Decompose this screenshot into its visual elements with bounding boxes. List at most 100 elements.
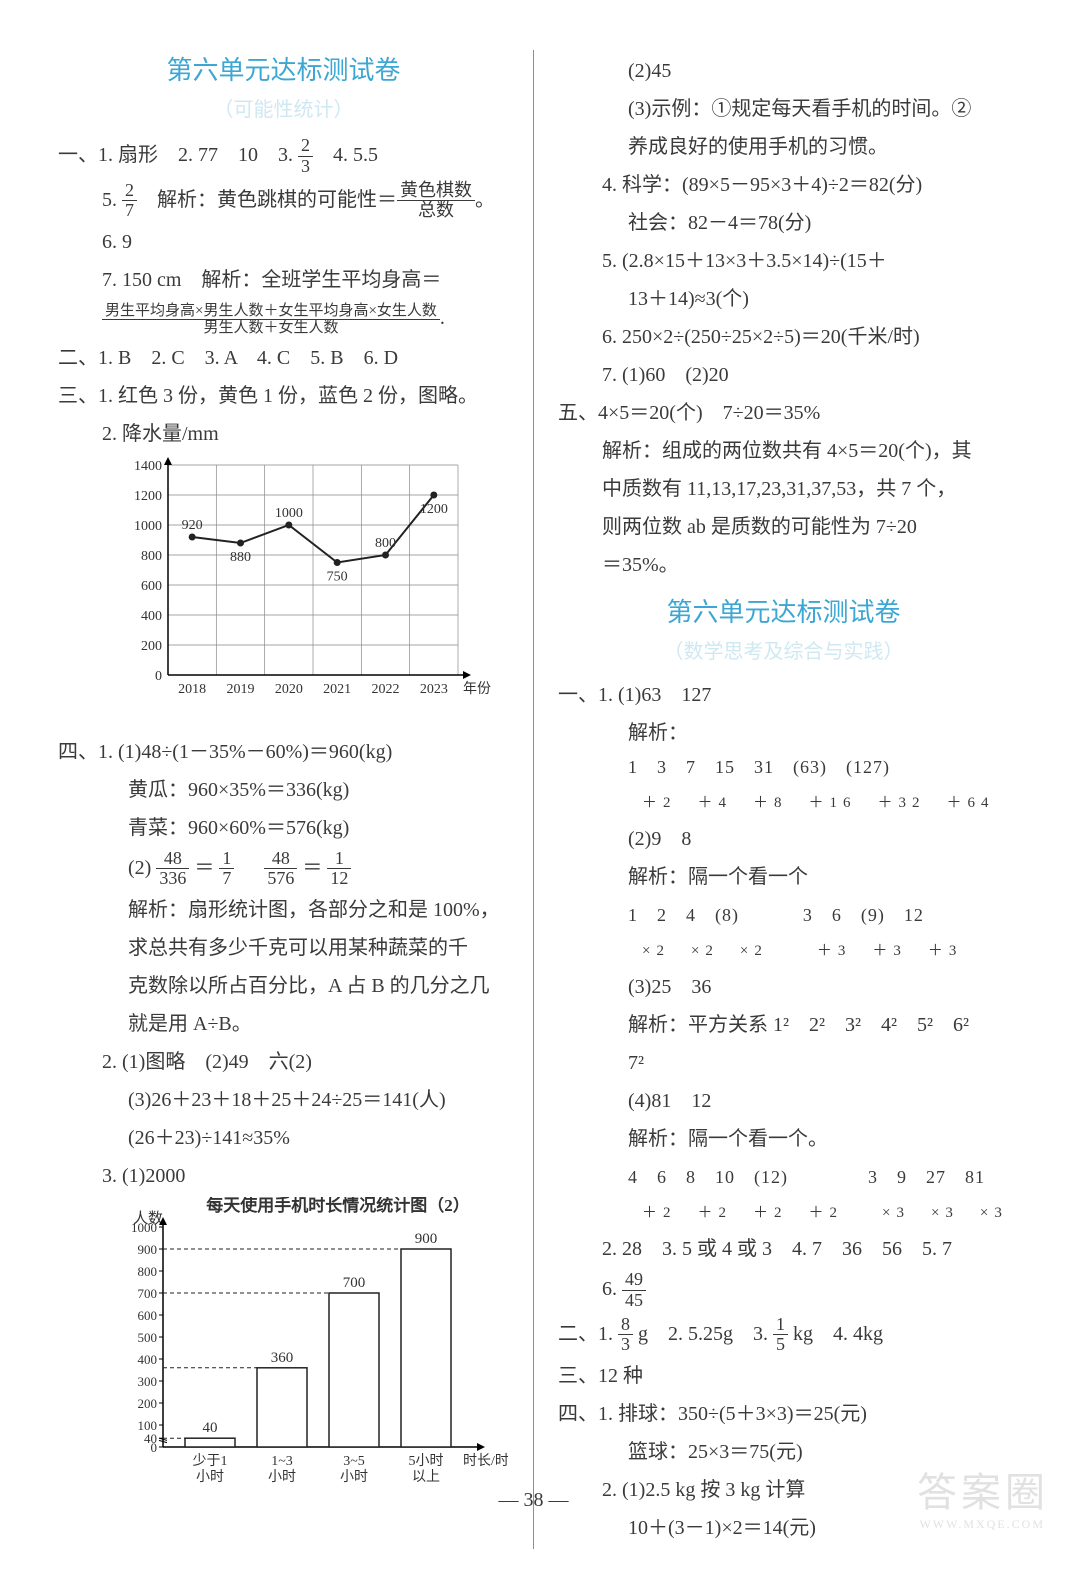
t2: 二、1. 83 g 2. 5.25g 3. 15 kg 4. 4kg (558, 1315, 1009, 1356)
fraction: 48576 (264, 849, 297, 890)
chain-bot: ＋3 ＋3 ＋3 (803, 943, 963, 959)
fraction: 4945 (622, 1270, 646, 1311)
watermark: 答案圈 (917, 1460, 1049, 1518)
r6: 6. 250×2÷(250÷25×2÷5)＝20(千米/时) (558, 320, 1009, 354)
s4h: 就是用 A÷B。 (58, 1007, 509, 1041)
t1b: (2)9 8 (558, 822, 1009, 856)
s4e: 解析：扇形统计图，各部分之和是 100%， (58, 893, 509, 927)
svg-text:2023: 2023 (420, 682, 448, 697)
t1jx2: 解析：隔一个看一个 (558, 860, 1009, 894)
svg-text:600: 600 (141, 579, 162, 594)
svg-text:时长/时: 时长/时 (463, 1453, 508, 1469)
svg-text:2020: 2020 (275, 682, 303, 697)
chain-top: 1 2 4 (8) (628, 905, 739, 925)
t1jx4: 解析：隔一个看一个。 (558, 1122, 1009, 1156)
unit-title: 第六单元达标测试卷 (58, 50, 509, 87)
fraction: 男生平均身高×男生人数＋女生平均身高×女生人数男生人数＋女生人数 (102, 303, 440, 337)
svg-text:以上: 以上 (412, 1469, 440, 1485)
text (239, 856, 259, 878)
text: g 2. 5.25g 3. (638, 1322, 773, 1344)
svg-text:360: 360 (271, 1350, 294, 1366)
q1-line: 一、1. 扇形 2. 77 10 3. 23 4. 5.5 (58, 136, 509, 177)
text: 二、1. (558, 1322, 618, 1344)
watermark-url: WWW.MXQE.COM (919, 1517, 1045, 1532)
line-chart: 0200400600800100012001400201820192020202… (58, 455, 509, 731)
svg-text:少于1: 少于1 (193, 1453, 228, 1469)
s4a: 四、1. (1)48÷(1－35%－60%)＝960(kg) (58, 735, 509, 769)
svg-text:700: 700 (138, 1286, 158, 1301)
text: . (440, 307, 445, 329)
page-number: — 38 — (0, 1489, 1067, 1512)
svg-text:900: 900 (138, 1242, 158, 1257)
svg-text:2021: 2021 (323, 682, 351, 697)
chain4: 4 6 8 10 (12) ＋2 ＋2 ＋2 ＋2 3 9 27 81 ×3 ×… (558, 1160, 1009, 1228)
t1e: 2. 28 3. 5 或 4 或 3 4. 7 36 56 5. 7 (558, 1232, 1009, 1266)
t3: 三、12 种 (558, 1359, 1009, 1393)
chain-top: 3 6 (9) 12 (803, 905, 924, 925)
svg-text:920: 920 (182, 518, 203, 533)
chain-top: 3 9 27 81 (868, 1167, 985, 1187)
s4f: 求总共有多少千克可以用某种蔬菜的千 (58, 931, 509, 965)
section3a: 三、1. 红色 3 份，黄色 1 份，蓝色 2 份，图略。 (58, 379, 509, 413)
svg-text:1400: 1400 (134, 459, 162, 474)
unit-title-2: 第六单元达标测试卷 (558, 592, 1009, 629)
chain-bot: ＋2 ＋4 ＋8 ＋16 ＋32 ＋64 (628, 795, 995, 811)
svg-text:400: 400 (141, 609, 162, 624)
r2b: 养成良好的使用手机的习惯。 (558, 130, 1009, 164)
t1f: 6. 4945 (558, 1270, 1009, 1311)
svg-text:小时: 小时 (268, 1469, 296, 1485)
text: kg 4. 4kg (793, 1322, 883, 1344)
s5a: 五、4×5＝20(个) 7÷20＝35% (558, 396, 1009, 430)
chain-bot: ＋2 ＋2 ＋2 ＋2 (628, 1205, 843, 1221)
svg-text:1200: 1200 (134, 489, 162, 504)
bar-chart: 每天使用手机时长情况统计图（2）人数0401002003004005006007… (58, 1197, 509, 1513)
s4b: 黄瓜：960×35%＝336(kg) (58, 773, 509, 807)
s4c: 青菜：960×60%＝576(kg) (58, 811, 509, 845)
unit-subtitle: （可能性统计） (58, 93, 509, 122)
section2: 二、1. B 2. C 3. A 4. C 5. B 6. D (58, 341, 509, 375)
chain-top: 4 6 8 10 (12) (628, 1167, 788, 1187)
text: 解析：黄色跳棋的可能性＝ (137, 188, 397, 210)
chain-bot: ×2 ×2 ×2 (628, 943, 768, 959)
s5b: 解析：组成的两位数共有 4×5＝20(个)，其 (558, 434, 1009, 468)
text: ＝ (194, 856, 214, 878)
t1c: (3)25 36 (558, 970, 1009, 1004)
fraction: 17 (219, 849, 234, 890)
t1jx3b: 7² (558, 1046, 1009, 1080)
right-column: (2)45 (3)示例：①规定每天看手机的时间。② 养成良好的使用手机的习惯。 … (540, 50, 1027, 1549)
svg-text:600: 600 (138, 1308, 158, 1323)
section3b: 2. 降水量/mm (58, 417, 509, 451)
t1d: (4)81 12 (558, 1084, 1009, 1118)
svg-text:1000: 1000 (134, 519, 162, 534)
chain-top: 1 3 7 15 31 (63) (127) (628, 757, 890, 777)
svg-text:1200: 1200 (420, 502, 448, 517)
text: 6. (602, 1278, 622, 1300)
svg-text:2018: 2018 (178, 682, 206, 697)
svg-text:0: 0 (155, 669, 162, 684)
r5a: 5. (2.8×15＋13×3＋3.5×14)÷(15＋ (558, 244, 1009, 278)
r2a: (3)示例：①规定每天看手机的时间。② (558, 92, 1009, 126)
s4i2c: (26＋23)÷141≈35% (58, 1121, 509, 1155)
svg-text:750: 750 (327, 569, 348, 584)
r4b: 社会：82－4＝78(分) (558, 206, 1009, 240)
svg-text:小时: 小时 (196, 1469, 224, 1485)
svg-text:880: 880 (230, 550, 251, 565)
fraction: 27 (122, 181, 137, 222)
s5d: 则两位数 ab 是质数的可能性为 7÷20 (558, 510, 1009, 544)
svg-text:400: 400 (138, 1352, 158, 1367)
q5-line: 5. 27 解析：黄色跳棋的可能性＝黄色棋数总数。 (58, 181, 509, 222)
r4a: 4. 科学：(89×5－95×3＋4)÷2＝82(分) (558, 168, 1009, 202)
text: 5. (102, 188, 122, 210)
svg-text:900: 900 (415, 1231, 438, 1247)
text: 1. 扇形 2. 77 10 3. (98, 144, 298, 166)
svg-text:200: 200 (141, 639, 162, 654)
page-container: 第六单元达标测试卷 （可能性统计） 一、1. 扇形 2. 77 10 3. 23… (0, 0, 1067, 1569)
r5b: 13＋14)≈3(个) (558, 282, 1009, 316)
column-divider (533, 50, 534, 1549)
text: 。 (475, 188, 495, 210)
q7-line: 7. 150 cm 解析：全班学生平均身高＝ (58, 263, 509, 297)
text: 解析： (628, 722, 688, 744)
svg-text:小时: 小时 (340, 1469, 368, 1485)
fraction: 112 (327, 849, 351, 890)
text: 4. 5.5 (313, 144, 378, 166)
